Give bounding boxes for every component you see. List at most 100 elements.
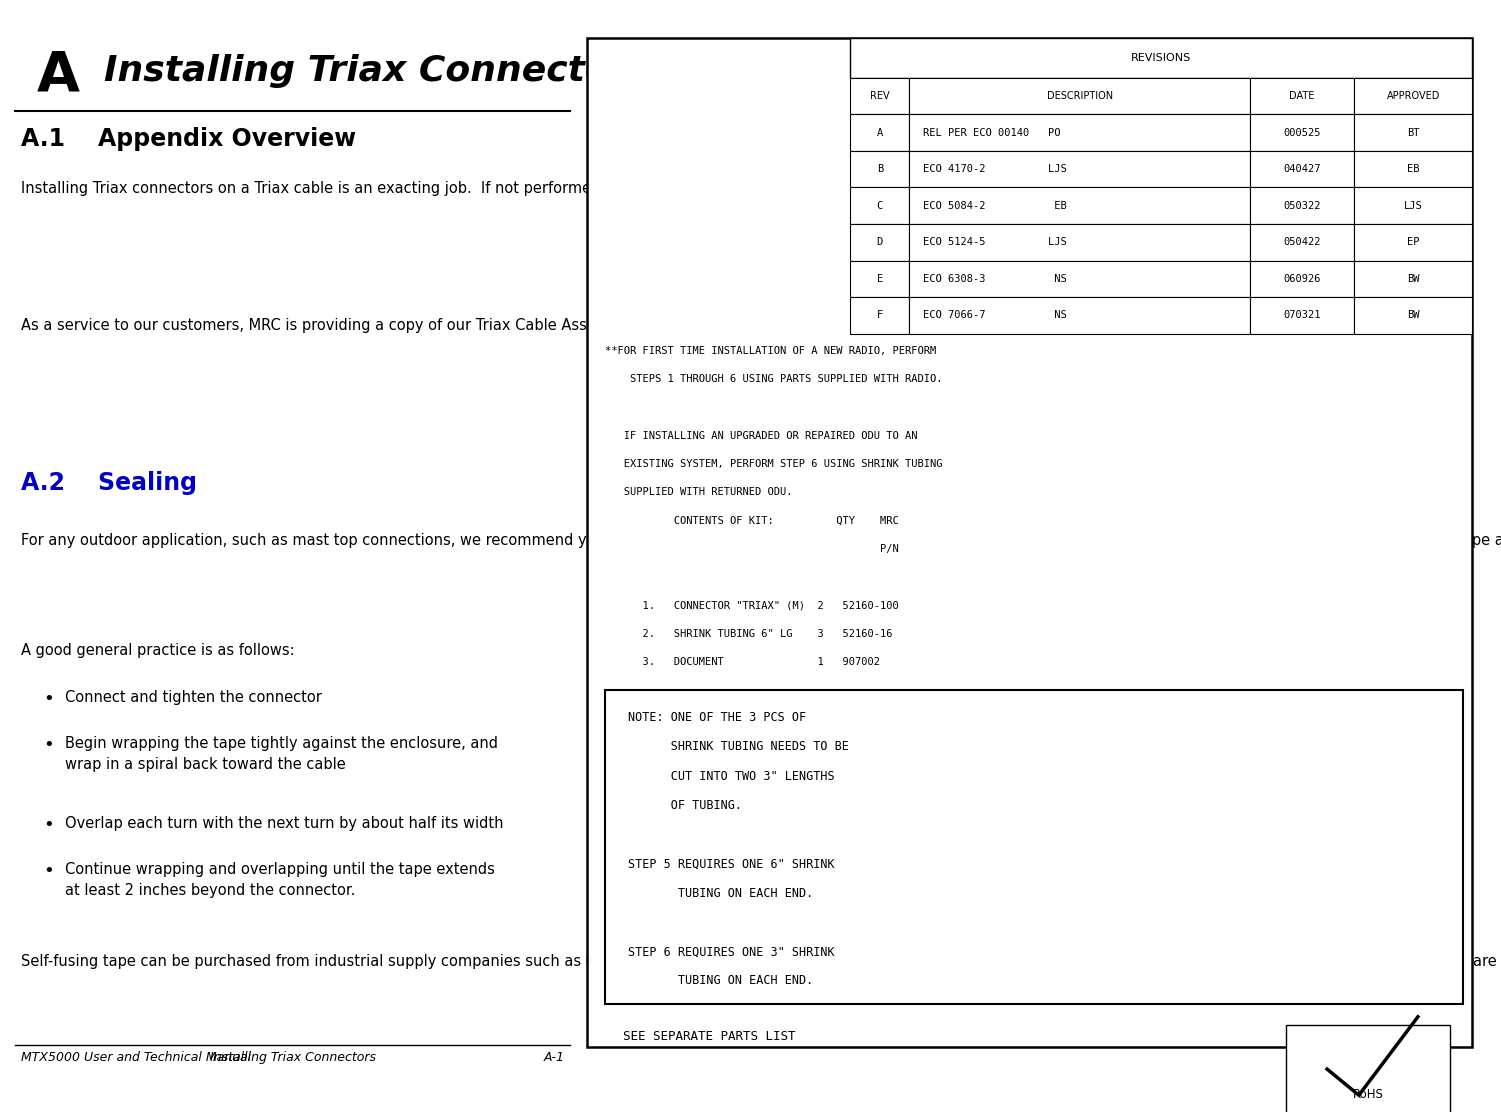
Bar <box>1250 115 1354 151</box>
Text: C: C <box>877 200 883 210</box>
Bar <box>1354 151 1472 188</box>
Text: REVISIONS: REVISIONS <box>1132 52 1192 62</box>
Bar <box>1354 224 1472 260</box>
Text: 2.   SHRINK TUBING 6" LG    3   52160-16: 2. SHRINK TUBING 6" LG 3 52160-16 <box>605 628 893 638</box>
Text: •: • <box>42 736 54 754</box>
Text: TUBING ON EACH END.: TUBING ON EACH END. <box>627 974 814 987</box>
Text: •: • <box>42 691 54 708</box>
Text: •: • <box>42 815 54 834</box>
Text: BW: BW <box>1406 310 1420 320</box>
Text: BW: BW <box>1406 274 1420 284</box>
Text: A: A <box>877 128 883 138</box>
Text: Installing Triax Connectors: Installing Triax Connectors <box>210 1051 375 1064</box>
Bar <box>1250 188 1354 224</box>
Bar <box>910 115 1250 151</box>
Bar <box>850 151 910 188</box>
Text: ECO 7066-7           NS: ECO 7066-7 NS <box>923 310 1067 320</box>
Bar <box>1354 78 1472 115</box>
Text: For any outdoor application, such as mast top connections, we recommend you seal: For any outdoor application, such as mas… <box>21 534 1501 548</box>
Text: Connect and tighten the connector: Connect and tighten the connector <box>65 691 321 705</box>
Text: ECO 5124-5          LJS: ECO 5124-5 LJS <box>923 237 1067 247</box>
Text: Self-fusing tape can be purchased from industrial supply companies such as Grain: Self-fusing tape can be purchased from i… <box>21 954 1501 969</box>
Text: A good general practice is as follows:: A good general practice is as follows: <box>21 643 294 658</box>
Text: RoHS: RoHS <box>1352 1088 1384 1101</box>
Text: F: F <box>877 310 883 320</box>
Text: Overlap each turn with the next turn by about half its width: Overlap each turn with the next turn by … <box>65 815 503 831</box>
Text: A.2    Sealing: A.2 Sealing <box>21 470 197 495</box>
Bar <box>910 78 1250 115</box>
Text: As a service to our customers, MRC is providing a copy of our Triax Cable Assemb: As a service to our customers, MRC is pr… <box>21 318 1271 334</box>
Text: EP: EP <box>1406 237 1420 247</box>
Text: ECO 4170-2          LJS: ECO 4170-2 LJS <box>923 165 1067 175</box>
Bar <box>1250 260 1354 297</box>
Text: MTX5000 User and Technical Manual: MTX5000 User and Technical Manual <box>21 1051 251 1064</box>
Text: •: • <box>42 862 54 880</box>
Bar <box>850 224 910 260</box>
Text: 1.   CONNECTOR "TRIAX" (M)  2   52160-100: 1. CONNECTOR "TRIAX" (M) 2 52160-100 <box>605 600 899 610</box>
Bar <box>850 260 910 297</box>
Text: EB: EB <box>1406 165 1420 175</box>
Text: CONTENTS OF KIT:          QTY    MRC: CONTENTS OF KIT: QTY MRC <box>605 516 899 526</box>
Bar <box>1354 297 1472 334</box>
Text: EXISTING SYSTEM, PERFORM STEP 6 USING SHRINK TUBING: EXISTING SYSTEM, PERFORM STEP 6 USING SH… <box>605 459 943 469</box>
Text: 040427: 040427 <box>1283 165 1321 175</box>
Text: 050322: 050322 <box>1283 200 1321 210</box>
Text: E: E <box>877 274 883 284</box>
Text: A.1    Appendix Overview: A.1 Appendix Overview <box>21 127 356 151</box>
Text: 070321: 070321 <box>1283 310 1321 320</box>
Bar <box>910 151 1250 188</box>
Text: SHRINK TUBING NEEDS TO BE: SHRINK TUBING NEEDS TO BE <box>627 741 848 753</box>
Text: **FOR FIRST TIME INSTALLATION OF A NEW RADIO, PERFORM: **FOR FIRST TIME INSTALLATION OF A NEW R… <box>605 346 937 356</box>
Text: SUPPLIED WITH RETURNED ODU.: SUPPLIED WITH RETURNED ODU. <box>605 487 793 497</box>
Bar <box>850 188 910 224</box>
Text: TUBING ON EACH END.: TUBING ON EACH END. <box>627 886 814 900</box>
Bar <box>605 691 1463 1004</box>
Bar <box>850 115 910 151</box>
Text: 000525: 000525 <box>1283 128 1321 138</box>
Text: 3.   DOCUMENT               1   907002: 3. DOCUMENT 1 907002 <box>605 657 880 667</box>
Bar <box>1250 151 1354 188</box>
Text: 050422: 050422 <box>1283 237 1321 247</box>
Text: ECO 5084-2           EB: ECO 5084-2 EB <box>923 200 1067 210</box>
Text: Continue wrapping and overlapping until the tape extends
at least 2 inches beyon: Continue wrapping and overlapping until … <box>65 862 495 897</box>
Bar <box>850 38 1472 78</box>
Text: Installing Triax connectors on a Triax cable is an exacting job.  If not perform: Installing Triax connectors on a Triax c… <box>21 181 1262 196</box>
Text: DESCRIPTION: DESCRIPTION <box>1046 91 1112 101</box>
Bar <box>1250 297 1354 334</box>
Bar <box>1250 224 1354 260</box>
Text: BT: BT <box>1406 128 1420 138</box>
Bar <box>910 224 1250 260</box>
Text: REL PER ECO 00140   PO: REL PER ECO 00140 PO <box>923 128 1061 138</box>
Text: A: A <box>38 48 80 102</box>
Text: REV: REV <box>871 91 890 101</box>
Text: APPROVED: APPROVED <box>1387 91 1439 101</box>
Bar <box>1250 78 1354 115</box>
Text: P/N: P/N <box>605 544 899 554</box>
Bar <box>910 188 1250 224</box>
Text: STEPS 1 THROUGH 6 USING PARTS SUPPLIED WITH RADIO.: STEPS 1 THROUGH 6 USING PARTS SUPPLIED W… <box>605 375 943 385</box>
Text: ECO 6308-3           NS: ECO 6308-3 NS <box>923 274 1067 284</box>
Text: DATE: DATE <box>1289 91 1315 101</box>
Bar <box>1354 115 1472 151</box>
Text: STEP 5 REQUIRES ONE 6" SHRINK: STEP 5 REQUIRES ONE 6" SHRINK <box>627 857 835 871</box>
Bar <box>1354 260 1472 297</box>
Text: STEP 6 REQUIRES ONE 3" SHRINK: STEP 6 REQUIRES ONE 3" SHRINK <box>627 945 835 959</box>
Text: Installing Triax Connectors: Installing Triax Connectors <box>104 53 648 88</box>
Text: A-1: A-1 <box>543 1051 564 1064</box>
Bar <box>910 297 1250 334</box>
Text: Begin wrapping the tape tightly against the enclosure, and
wrap in a spiral back: Begin wrapping the tape tightly against … <box>65 736 498 772</box>
Bar <box>850 297 910 334</box>
Bar <box>910 260 1250 297</box>
Bar <box>1354 188 1472 224</box>
Text: LJS: LJS <box>1403 200 1423 210</box>
Text: IF INSTALLING AN UPGRADED OR REPAIRED ODU TO AN: IF INSTALLING AN UPGRADED OR REPAIRED OD… <box>605 431 917 441</box>
Bar <box>1286 1024 1450 1112</box>
Text: 060926: 060926 <box>1283 274 1321 284</box>
Text: NOTE: ONE OF THE 3 PCS OF: NOTE: ONE OF THE 3 PCS OF <box>627 711 806 724</box>
Text: OF TUBING.: OF TUBING. <box>627 798 741 812</box>
Text: CUT INTO TWO 3" LENGTHS: CUT INTO TWO 3" LENGTHS <box>627 770 835 783</box>
Text: B: B <box>877 165 883 175</box>
Text: SEE SEPARATE PARTS LIST: SEE SEPARATE PARTS LIST <box>623 1030 796 1043</box>
Bar <box>850 78 910 115</box>
Text: D: D <box>877 237 883 247</box>
